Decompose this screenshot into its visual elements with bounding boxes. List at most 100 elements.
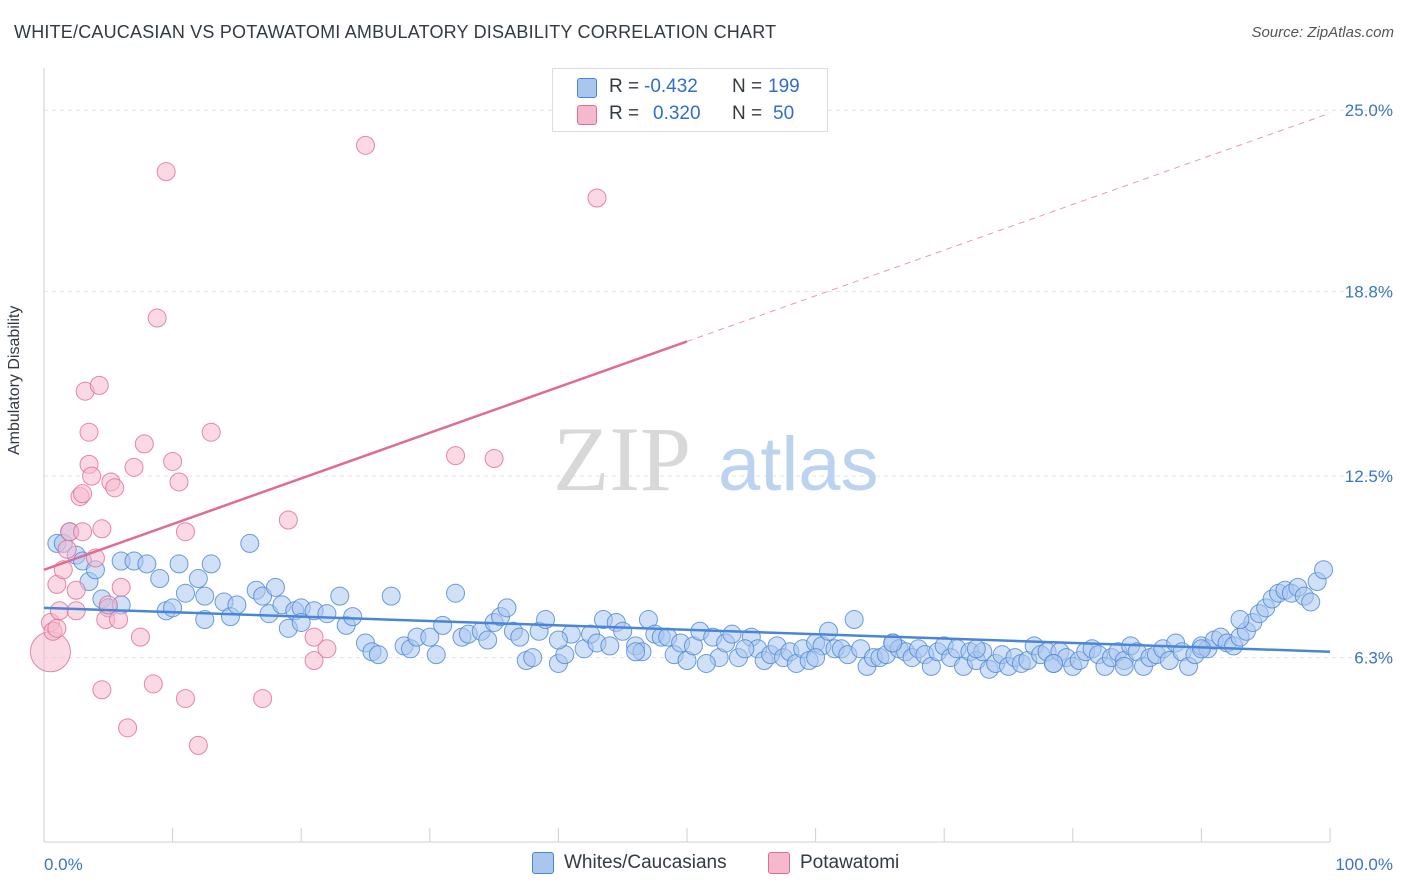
point-potawatomi	[175, 689, 195, 709]
point-whites	[1230, 610, 1250, 630]
point-potawatomi	[89, 375, 109, 395]
point-whites	[613, 621, 633, 641]
legend-r-label: R =	[609, 103, 640, 124]
point-whites	[381, 586, 401, 606]
point-potawatomi	[134, 434, 154, 454]
x-tick-label-max: 100.0%	[1335, 855, 1393, 874]
point-whites	[1314, 560, 1334, 580]
point-whites	[818, 621, 838, 641]
point-potawatomi	[105, 478, 125, 498]
point-potawatomi	[66, 580, 86, 600]
point-potawatomi	[587, 188, 607, 208]
point-whites	[548, 630, 568, 650]
series-whites-points	[47, 522, 1334, 679]
point-potawatomi	[317, 639, 337, 659]
point-whites	[1114, 656, 1134, 676]
trend-line-whites	[43, 606, 1331, 653]
point-whites	[175, 583, 195, 603]
point-potawatomi	[47, 618, 67, 638]
y-axis-label: Ambulatory Disability	[6, 305, 23, 455]
point-whites	[600, 636, 620, 656]
point-potawatomi	[49, 601, 69, 621]
point-whites	[478, 630, 498, 650]
legend-r-value: -0.432	[644, 76, 698, 97]
point-potawatomi	[356, 135, 375, 155]
legend-n-label: N =	[732, 76, 763, 97]
point-potawatomi	[73, 522, 93, 542]
point-potawatomi	[201, 422, 221, 442]
point-whites	[420, 627, 440, 647]
point-whites	[169, 554, 189, 574]
trend-line-potawatomi-extension	[686, 112, 1331, 342]
point-whites	[626, 642, 646, 662]
point-potawatomi	[66, 601, 86, 621]
point-potawatomi	[124, 457, 144, 477]
point-whites	[1301, 592, 1321, 612]
point-potawatomi	[130, 627, 150, 647]
point-whites	[227, 595, 247, 615]
point-whites	[510, 627, 530, 647]
point-potawatomi	[92, 519, 112, 539]
y-tick-label: 18.8%	[1345, 283, 1393, 302]
point-potawatomi	[92, 680, 112, 700]
axes	[43, 68, 1331, 843]
legend-box: R = -0.432 N = 199 R = 0.320 N = 50	[552, 68, 828, 132]
series-potawatomi-points	[29, 135, 607, 755]
watermark-zip: ZIP	[553, 408, 691, 510]
point-whites	[343, 607, 363, 627]
point-whites	[523, 648, 543, 668]
point-whites	[722, 624, 742, 644]
bottom-legend-label-whites: Whites/Caucasians	[564, 852, 727, 873]
gridlines	[44, 109, 1390, 659]
point-whites	[317, 604, 337, 624]
point-potawatomi	[188, 735, 208, 755]
point-whites	[195, 586, 215, 606]
legend-n-value: 199	[768, 76, 800, 97]
point-whites	[150, 569, 170, 589]
point-whites	[446, 583, 466, 603]
point-whites	[735, 639, 755, 659]
point-whites	[844, 610, 864, 630]
point-potawatomi	[109, 610, 129, 630]
legend-swatch-blue	[577, 78, 597, 98]
point-potawatomi	[147, 308, 167, 328]
point-whites	[265, 577, 285, 597]
point-whites	[966, 639, 986, 659]
point-whites	[1044, 653, 1064, 673]
point-whites	[240, 533, 260, 553]
point-potawatomi	[446, 446, 466, 466]
point-potawatomi	[304, 651, 324, 671]
legend-swatch-pink	[577, 105, 597, 125]
point-potawatomi	[156, 162, 176, 182]
point-potawatomi	[118, 718, 138, 738]
bottom-legend-label-potawatomi: Potawatomi	[800, 852, 900, 873]
point-potawatomi	[143, 674, 163, 694]
trend-lines	[43, 112, 1331, 653]
point-whites	[368, 645, 388, 665]
x-tick-label-min: 0.0%	[44, 855, 83, 874]
point-whites	[426, 645, 446, 665]
point-whites	[201, 554, 221, 574]
y-tick-label: 25.0%	[1345, 101, 1393, 120]
trend-line-potawatomi	[43, 340, 688, 571]
legend-n-value: 50	[773, 103, 795, 124]
point-whites	[330, 586, 350, 606]
tick-labels: 6.3% 12.5% 18.8% 25.0% 0.0% 100.0%	[44, 101, 1393, 874]
point-whites	[497, 598, 517, 618]
point-whites	[806, 648, 826, 668]
point-potawatomi	[163, 451, 183, 471]
point-potawatomi	[484, 449, 504, 469]
legend-r-value: 0.320	[653, 103, 701, 124]
chart-title: WHITE/CAUCASIAN VS POTAWATOMI AMBULATORY…	[14, 22, 777, 42]
point-potawatomi	[175, 522, 195, 542]
point-whites	[163, 598, 183, 618]
point-whites	[195, 610, 215, 630]
y-tick-label: 6.3%	[1354, 649, 1393, 668]
point-potawatomi	[82, 466, 102, 486]
legend-n-label: N =	[732, 103, 763, 124]
point-potawatomi	[169, 472, 189, 492]
point-potawatomi	[57, 539, 77, 559]
point-potawatomi	[253, 689, 273, 709]
bottom-legend-swatch-blue	[532, 852, 554, 874]
